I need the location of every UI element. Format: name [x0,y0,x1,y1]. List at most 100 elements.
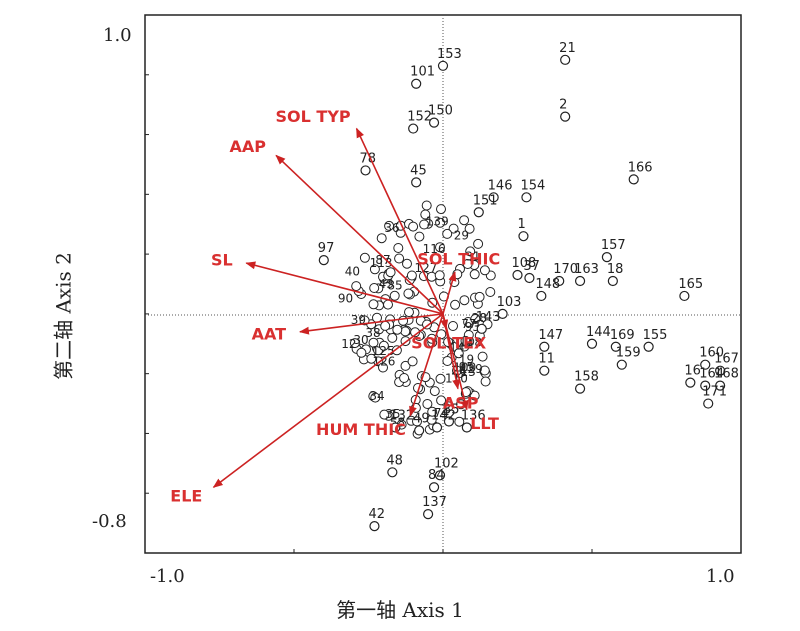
cluster-point [414,231,425,242]
point-label: 1 [517,217,525,232]
cluster-point-label: 35 [385,407,400,421]
point-marker [536,290,547,302]
point-marker [411,177,422,188]
cluster-point-label: 113 [370,256,393,270]
cluster-point-label: 129 [460,362,483,376]
cluster-point-label: 30 [353,333,368,347]
point-label: 42 [368,507,385,522]
cluster-point [453,348,464,359]
cluster-point [403,288,414,299]
point-marker [715,365,726,376]
cluster-point [435,242,445,253]
cluster-point [370,392,381,403]
point-marker [408,123,419,134]
point-label: 171 [702,385,727,400]
cluster-point [389,290,400,301]
point-label: 11 [538,352,555,367]
vector-label: ELE [170,487,202,506]
cluster-point [351,281,362,292]
point-label: 148 [535,277,560,292]
cluster-point [479,265,490,276]
point-marker [700,359,711,370]
point-marker [488,192,499,203]
cluster-point-label: 93 [465,320,480,334]
cluster-point [378,340,389,351]
vector-arrow [298,313,444,335]
cluster-point [404,307,414,318]
point-label: 49 [413,411,430,426]
point-label: 132 [389,408,414,423]
cluster-point [469,269,480,280]
cluster-point-label: 28 [472,311,487,325]
cluster-point-label: 31 [465,250,480,264]
point-marker [414,425,425,436]
point-marker [443,416,455,427]
point-label: 151 [473,193,498,208]
cluster-point [366,353,377,364]
point-label: 142 [431,408,456,423]
vector-arrow [245,261,444,315]
point-label: 48 [386,453,403,468]
point-marker [628,174,639,185]
point-label: 164 [699,367,724,382]
point-marker [616,359,627,370]
cluster-point [400,360,411,371]
cluster-point [378,362,388,373]
cluster-point [442,228,453,239]
point-marker [387,467,398,478]
cluster-point [485,287,496,297]
point-label: 37 [523,259,540,274]
cluster-point [407,356,418,367]
point-marker [512,269,523,281]
cluster-point [474,291,485,302]
point-marker [318,254,329,266]
point-label: 160 [699,346,724,361]
cluster-point-label: 19 [459,352,474,366]
x-tick-left: -1.0 [150,566,185,587]
cluster-point-label: 95 [459,360,474,374]
cluster-point [436,204,446,215]
cluster-point [391,345,402,356]
point-marker [369,520,380,532]
point-label: 169 [610,328,635,343]
cluster-point [349,338,360,349]
point-marker [497,308,508,319]
cluster-point [359,252,370,263]
vector-label: AAT [252,325,287,344]
cluster-point-label: 77 [461,317,476,331]
cluster-point [434,270,445,281]
cluster-point [392,324,403,335]
point-marker [476,323,487,334]
point-marker [390,422,401,433]
vector-label: LLT [470,414,499,433]
vector-label: AAP [229,137,266,156]
cluster-point [385,267,396,278]
cluster-point [376,233,387,244]
point-label: 144 [586,325,611,340]
cluster-point [399,373,410,383]
point-label: 150 [428,104,453,119]
point-label: 21 [559,41,576,56]
point-label: 159 [616,346,641,361]
cluster-point [435,217,446,228]
vector-arrow [409,313,444,417]
cluster-point-label: 126 [373,355,396,369]
point-label: 152 [407,110,432,125]
x-axis-label: 第一轴 Axis 1 [336,598,464,622]
vector-arrow [275,154,444,315]
point-label: 103 [497,295,522,310]
point-marker [423,509,434,520]
cluster-point [369,283,380,293]
y-axis-label: 第二轴 Axis 2 [51,252,76,380]
point-label: 108 [512,256,537,271]
point-marker [428,117,440,128]
cluster-point [422,399,433,409]
cluster-point [464,223,475,234]
point-marker [521,192,532,203]
cluster-point [448,321,458,331]
y-tick-bottom: -0.8 [92,511,127,532]
point-marker [524,272,535,284]
cluster-point [477,351,488,362]
